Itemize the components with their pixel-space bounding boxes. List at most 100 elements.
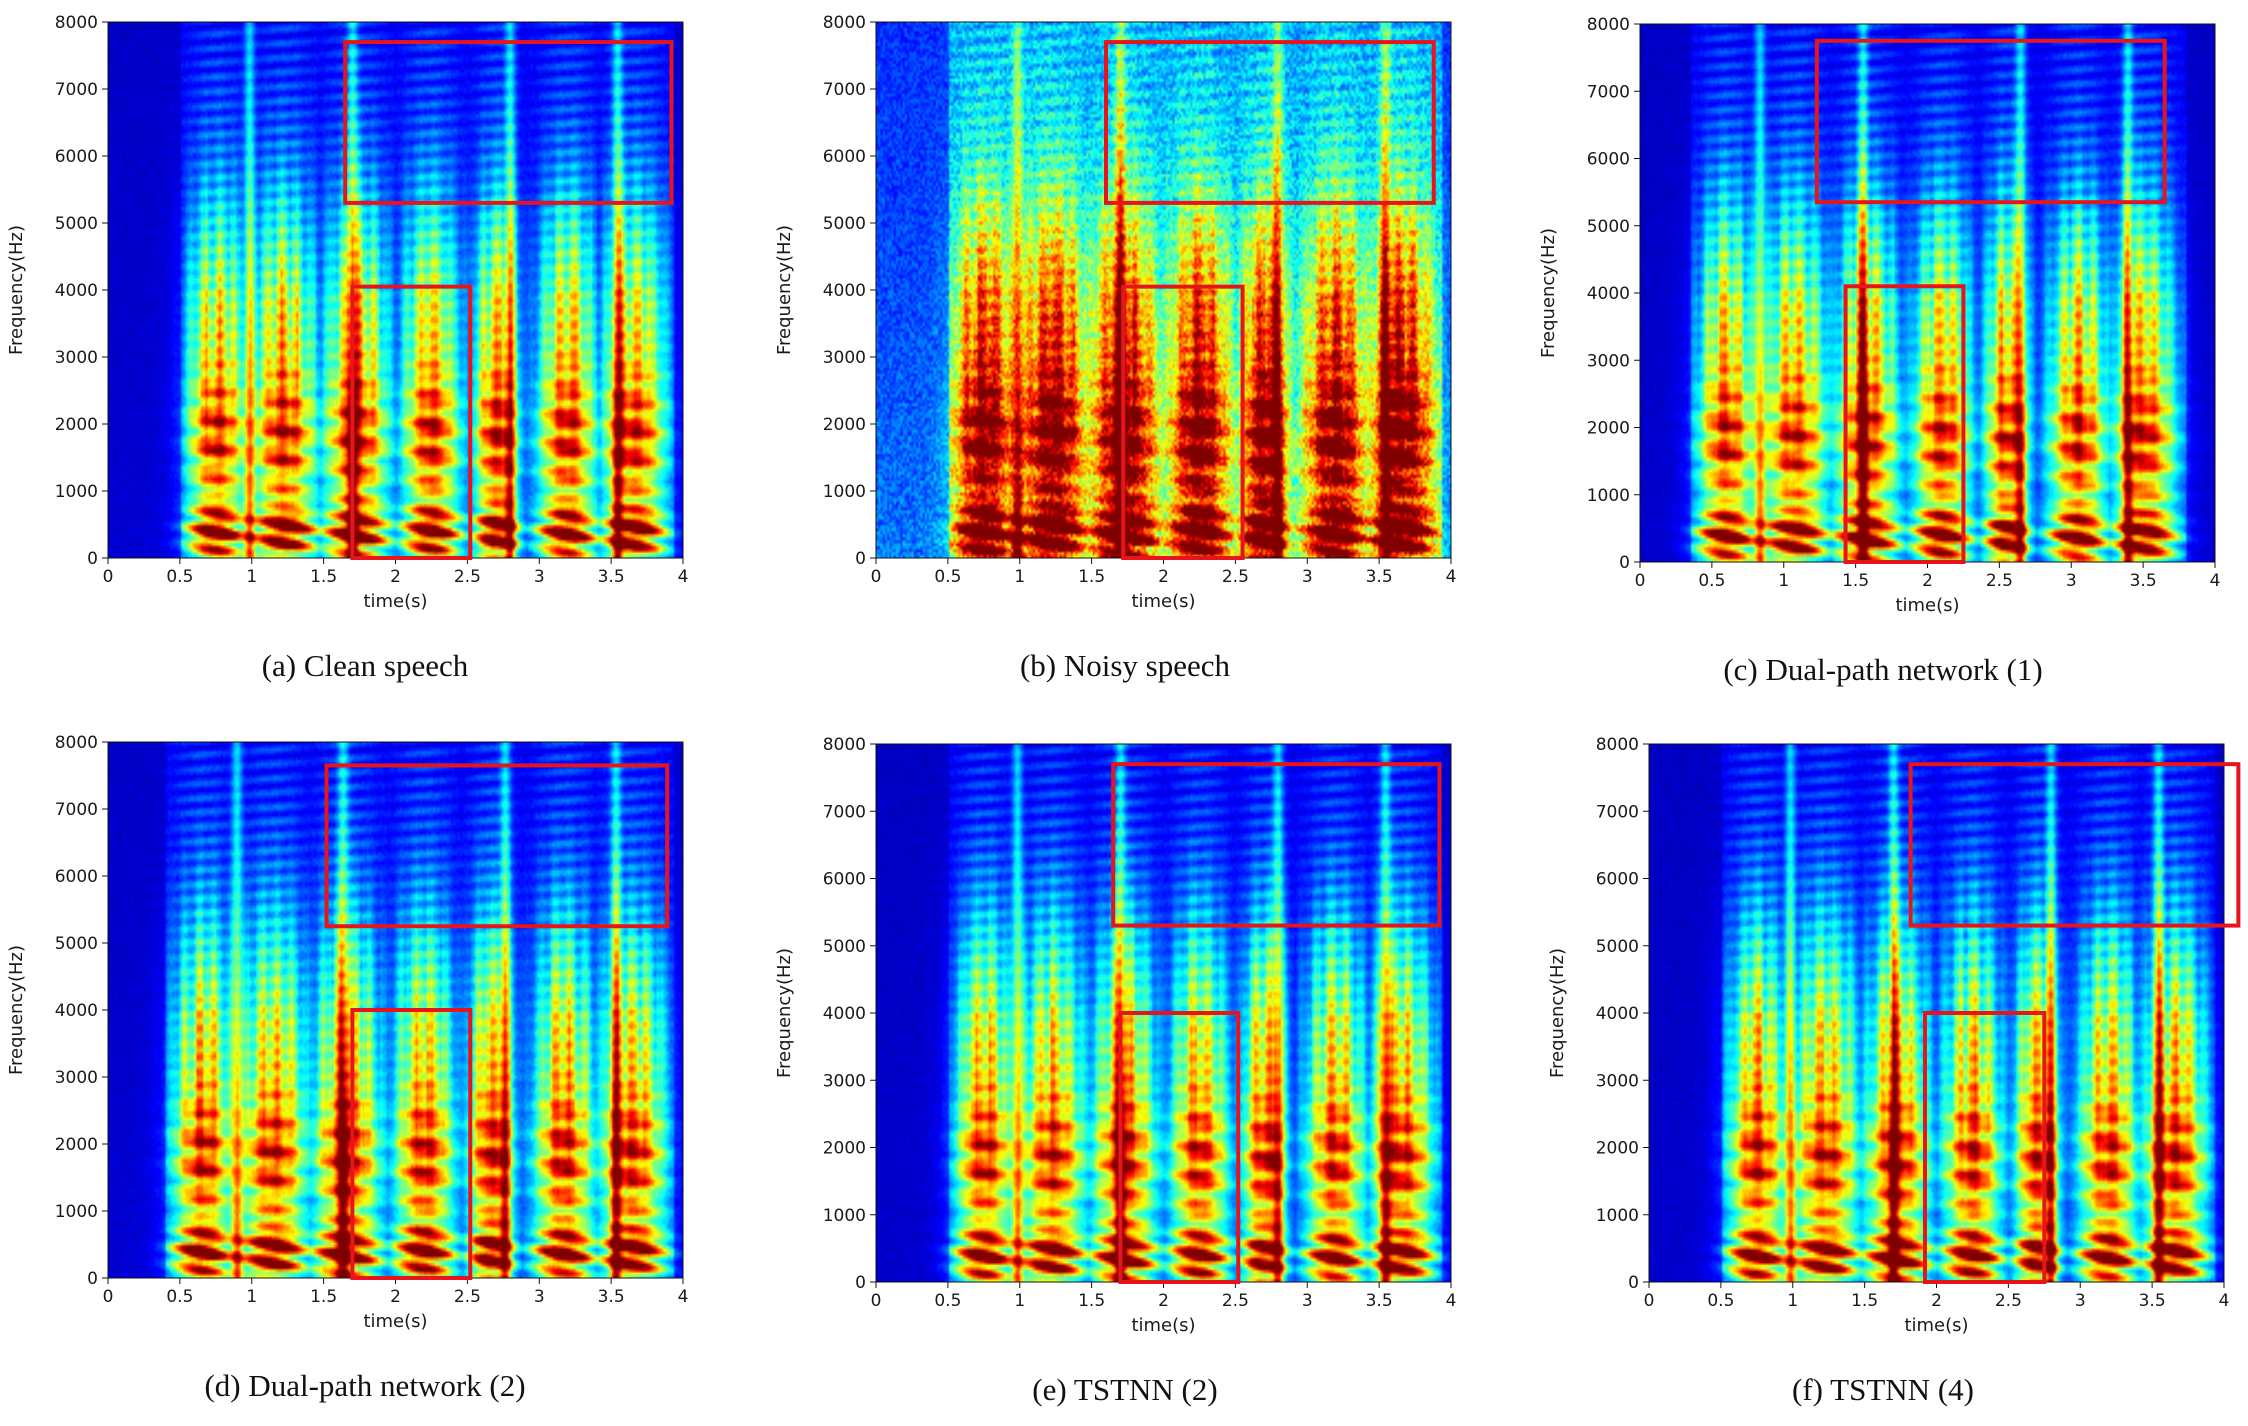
y-tick-label: 3000 <box>823 348 866 368</box>
y-tick-label: 5000 <box>823 214 866 234</box>
x-tick-label: 4 <box>1446 567 1457 587</box>
y-tick-label: 1000 <box>55 482 98 502</box>
y-tick-label: 0 <box>855 549 866 569</box>
x-tick-label: 3.5 <box>598 567 625 587</box>
y-tick-label: 5000 <box>55 934 98 954</box>
spectrogram-chart-d: 0 0.5 1 1.5 2 2.5 3 3.5 4 0 1000 2000 3000 4000 5000 60… <box>6 733 689 1332</box>
x-tick-label: 2.5 <box>454 1287 481 1307</box>
x-tick-label: 1.5 <box>1078 567 1105 587</box>
x-tick-label: 0.5 <box>934 1291 961 1311</box>
x-tick-label: 0 <box>103 567 114 587</box>
y-tick-label: 2000 <box>1596 1139 1639 1159</box>
y-tick-label: 7000 <box>823 80 866 100</box>
x-axis-label: time(s) <box>1895 595 1959 616</box>
x-tick-label: 1 <box>1787 1291 1798 1311</box>
spectrogram-chart-e: 0 0.5 1 1.5 2 2.5 3 3.5 4 0 1000 2000 3000 4000 5000 60… <box>774 735 1457 1336</box>
x-tick-label: 0.5 <box>166 567 193 587</box>
caption-b: (b) Noisy speech <box>1019 648 1231 683</box>
y-tick-label: 2000 <box>55 1135 98 1155</box>
x-axis-label: time(s) <box>1131 591 1195 612</box>
x-tick-label: 0.5 <box>934 567 961 587</box>
x-tick-label: 0.5 <box>1707 1291 1734 1311</box>
y-tick-label: 3000 <box>1596 1071 1639 1091</box>
x-tick-label: 2.5 <box>1222 1291 1249 1311</box>
y-tick-label: 5000 <box>1596 937 1639 957</box>
spectrogram-heatmap-a <box>108 22 683 558</box>
y-tick-label: 6000 <box>823 147 866 167</box>
x-tick-label: 4 <box>678 1287 689 1307</box>
y-tick-label: 3000 <box>55 348 98 368</box>
x-tick-label: 2.5 <box>1986 571 2013 591</box>
x-tick-label: 0 <box>1644 1291 1655 1311</box>
x-axis-label: time(s) <box>363 591 427 612</box>
y-tick-label: 8000 <box>1587 15 1630 35</box>
highlight-box-high-freq-e <box>1111 762 1442 928</box>
highlight-box-high-freq-b <box>1104 40 1436 205</box>
x-tick-label: 1.5 <box>310 567 337 587</box>
x-tick-label: 3.5 <box>1366 1291 1393 1311</box>
x-tick-label: 1.5 <box>310 1287 337 1307</box>
highlight-box-high-freq-c <box>1814 38 2167 205</box>
highlight-box-low-freq-f <box>1923 1011 2047 1284</box>
panel-c: 0 0.5 1 1.5 2 2.5 3 3.5 4 0 1000 2000 3000 4000 5000 60… <box>1518 0 2248 700</box>
y-tick-label: 1000 <box>1587 486 1630 506</box>
y-tick-label: 7000 <box>823 802 866 822</box>
y-tick-label: 8000 <box>55 733 98 753</box>
y-tick-label: 0 <box>855 1273 866 1293</box>
x-tick-label: 1 <box>1014 1291 1025 1311</box>
x-axis-label: time(s) <box>363 1311 427 1332</box>
y-tick-label: 3000 <box>1587 351 1630 371</box>
y-axis-label: Frequency(Hz) <box>774 948 795 1078</box>
x-tick-label: 0.5 <box>1698 571 1725 591</box>
y-tick-label: 4000 <box>55 1001 98 1021</box>
x-axis-label: time(s) <box>1904 1315 1968 1336</box>
y-axis-label: Frequency(Hz) <box>1538 228 1559 358</box>
caption-a: (a) Clean speech <box>261 648 469 683</box>
x-tick-label: 1 <box>1014 567 1025 587</box>
y-tick-label: 3000 <box>55 1068 98 1088</box>
x-tick-label: 2 <box>1931 1291 1942 1311</box>
x-tick-label: 3.5 <box>2130 571 2157 591</box>
x-tick-label: 2.5 <box>1995 1291 2022 1311</box>
spectrogram-heatmap-c <box>1640 24 2215 562</box>
highlight-box-low-freq-e <box>1118 1011 1241 1284</box>
x-tick-label: 3 <box>2066 571 2077 591</box>
caption-f: (f) TSTNN (4) <box>1792 1372 1974 1407</box>
x-tick-label: 3 <box>534 1287 545 1307</box>
panel-b: 0 0.5 1 1.5 2 2.5 3 3.5 4 0 1000 2000 3000 4000 5000 60… <box>760 0 1490 700</box>
y-axis-label: Frequency(Hz) <box>774 225 795 355</box>
y-tick-label: 6000 <box>1587 150 1630 170</box>
x-axis-label: time(s) <box>1131 1315 1195 1336</box>
highlight-box-high-freq-a <box>343 40 674 205</box>
x-tick-label: 4 <box>678 567 689 587</box>
y-tick-label: 8000 <box>823 13 866 33</box>
highlight-box-low-freq-a <box>350 284 473 560</box>
y-tick-label: 0 <box>87 1269 98 1289</box>
highlight-box-high-freq-d <box>324 763 670 929</box>
y-tick-label: 8000 <box>1596 735 1639 755</box>
panel-e: 0 0.5 1 1.5 2 2.5 3 3.5 4 0 1000 2000 3000 4000 5000 60… <box>760 720 1490 1426</box>
y-axis-label: Frequency(Hz) <box>6 225 27 355</box>
y-tick-label: 4000 <box>823 1004 866 1024</box>
y-axis-label: Frequency(Hz) <box>6 945 27 1075</box>
y-tick-label: 5000 <box>1587 217 1630 237</box>
spectrogram-heatmap-b <box>876 22 1451 558</box>
y-tick-label: 1000 <box>55 1202 98 1222</box>
y-tick-label: 0 <box>87 549 98 569</box>
y-tick-label: 6000 <box>55 867 98 887</box>
x-tick-label: 1.5 <box>1851 1291 1878 1311</box>
x-tick-label: 0 <box>871 567 882 587</box>
y-tick-label: 5000 <box>55 214 98 234</box>
y-tick-label: 2000 <box>823 415 866 435</box>
y-tick-label: 1000 <box>823 1206 866 1226</box>
x-tick-label: 4 <box>1446 1291 1457 1311</box>
x-tick-label: 2 <box>1158 567 1169 587</box>
y-tick-label: 7000 <box>1596 802 1639 822</box>
x-tick-label: 2.5 <box>1222 567 1249 587</box>
highlight-box-high-freq-f <box>1908 762 2241 928</box>
x-tick-label: 3 <box>1302 1291 1313 1311</box>
highlight-box-low-freq-d <box>350 1008 473 1280</box>
y-tick-label: 6000 <box>823 870 866 890</box>
spectrogram-chart-a: 0 0.5 1 1.5 2 2.5 3 3.5 4 0 1000 2000 3000 4000 5000 60… <box>6 13 689 612</box>
x-tick-label: 0 <box>103 1287 114 1307</box>
